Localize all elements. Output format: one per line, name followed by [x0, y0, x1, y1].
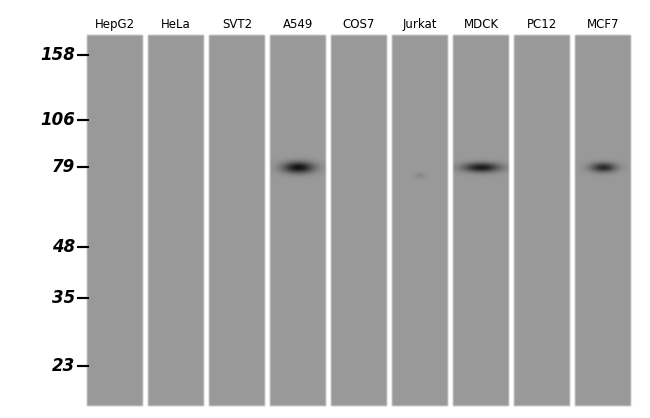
Text: MCF7: MCF7	[587, 18, 619, 31]
Text: 23: 23	[52, 357, 75, 375]
Text: 48: 48	[52, 238, 75, 256]
Text: 106: 106	[40, 111, 75, 129]
Text: 79: 79	[52, 158, 75, 176]
Text: SVT2: SVT2	[222, 18, 252, 31]
Text: MDCK: MDCK	[463, 18, 499, 31]
Text: PC12: PC12	[527, 18, 557, 31]
Text: Jurkat: Jurkat	[403, 18, 437, 31]
Text: HepG2: HepG2	[95, 18, 135, 31]
Text: 158: 158	[40, 46, 75, 64]
Text: COS7: COS7	[343, 18, 375, 31]
Text: HeLa: HeLa	[161, 18, 191, 31]
Text: A549: A549	[283, 18, 313, 31]
Text: 35: 35	[52, 289, 75, 307]
